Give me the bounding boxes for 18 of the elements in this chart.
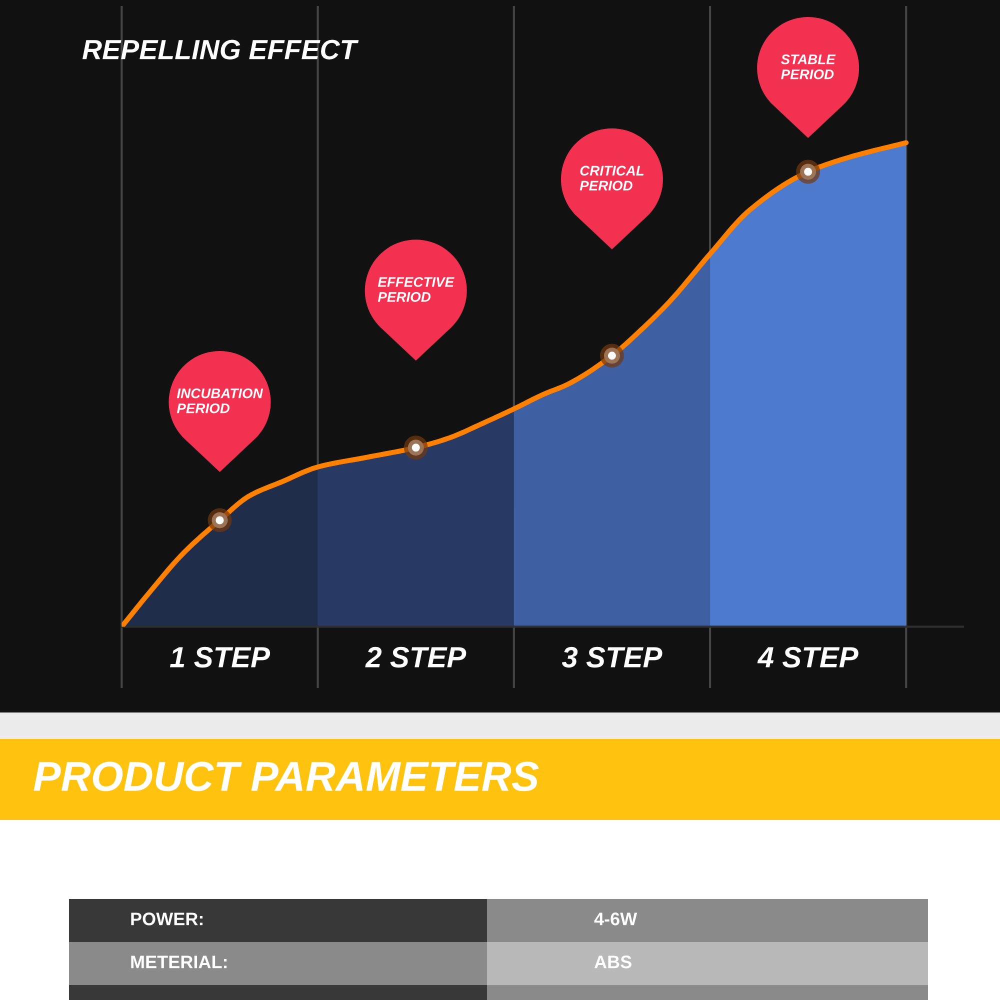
point — [404, 436, 428, 460]
point — [208, 508, 232, 532]
x-tick-label: 4 STEP — [757, 646, 858, 668]
annotation: INCUBATION PERIOD — [176, 388, 264, 414]
x-tick-label: 2 STEP — [365, 646, 466, 668]
text: METERIAL: — [131, 956, 227, 968]
x-tick-label: 1 STEP — [170, 646, 270, 668]
annotation: CRITICAL PERIOD — [580, 166, 644, 191]
point — [600, 344, 624, 368]
point — [796, 160, 820, 184]
annotation: EFFECTIVE PERIOD — [378, 277, 454, 302]
text: PRODUCT PARAMETERS — [34, 762, 539, 792]
x-tick-label: 3 STEP — [562, 646, 662, 668]
text: POWER: — [131, 912, 202, 926]
chart-title: REPELLING EFFECT — [82, 40, 359, 60]
text: 4-6W — [594, 912, 638, 926]
text: STABLE PERIOD — [780, 54, 836, 80]
text: ABS — [594, 956, 632, 968]
